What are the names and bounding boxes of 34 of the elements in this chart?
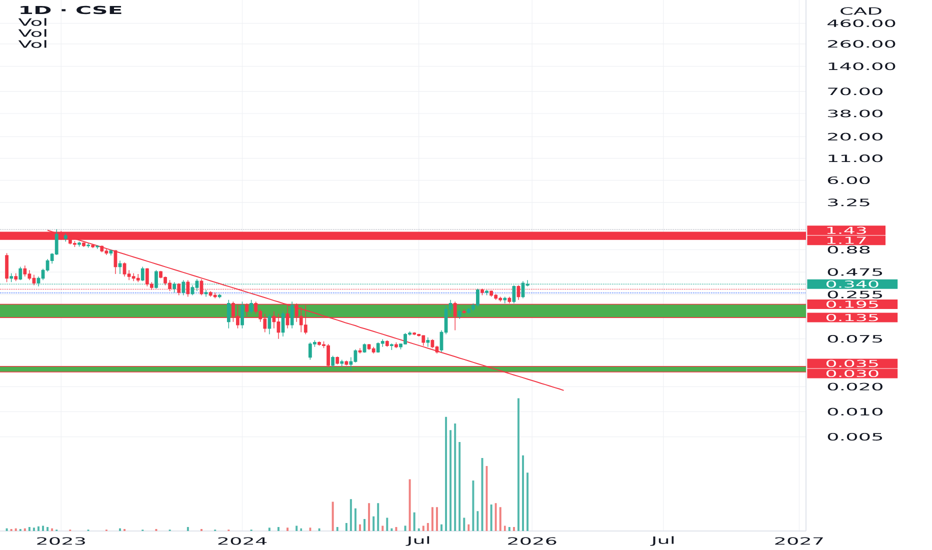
y-tick-label: 140.00 <box>828 62 896 70</box>
y-tick-label: 0.020 <box>828 382 882 390</box>
y-tick-label: 3.25 <box>828 198 870 206</box>
x-tick-label: 2026 <box>508 537 556 545</box>
annotation: Vol <box>18 40 46 48</box>
y-tick-label: 20.00 <box>828 132 882 140</box>
ref-line-label: 0.030 <box>826 370 878 378</box>
ref-line-label: 0.135 <box>826 314 878 322</box>
y-tick-label: 0.005 <box>828 433 882 441</box>
ref-line-label: 1.17 <box>827 236 866 244</box>
y-tick-label: 260.00 <box>828 40 896 48</box>
ref-line-label: 0.340 <box>826 280 878 288</box>
y-tick-label: 0.88 <box>828 246 870 254</box>
y-axis-title: CAD <box>840 7 882 15</box>
x-tick-label: Jul <box>406 536 430 546</box>
y-tick-label: 11.00 <box>828 154 882 162</box>
y-tick-label: 0.075 <box>828 335 882 343</box>
y-tick-label: 70.00 <box>828 88 882 96</box>
ref-line-label: 0.195 <box>826 300 878 308</box>
chart-title: 1D · CSE <box>20 6 122 14</box>
y-tick-label: 460.00 <box>828 19 896 28</box>
y-tick-label: 0.475 <box>828 268 882 276</box>
x-tick-label: 2027 <box>775 537 823 545</box>
y-tick-label: 38.00 <box>828 110 882 118</box>
y-tick-label: 0.010 <box>828 408 882 416</box>
annotation: Vol <box>18 18 46 26</box>
y-tick-label: 6.00 <box>828 176 870 184</box>
ref-line-label: 0.035 <box>826 360 878 368</box>
ref-line-label: 1.43 <box>827 226 866 234</box>
x-tick-label: Jul <box>650 536 674 546</box>
y-tick-label: 0.255 <box>828 290 882 298</box>
annotation: Vol <box>18 29 46 37</box>
x-tick-label: 2024 <box>218 537 267 545</box>
x-tick-label: 2023 <box>37 537 85 545</box>
